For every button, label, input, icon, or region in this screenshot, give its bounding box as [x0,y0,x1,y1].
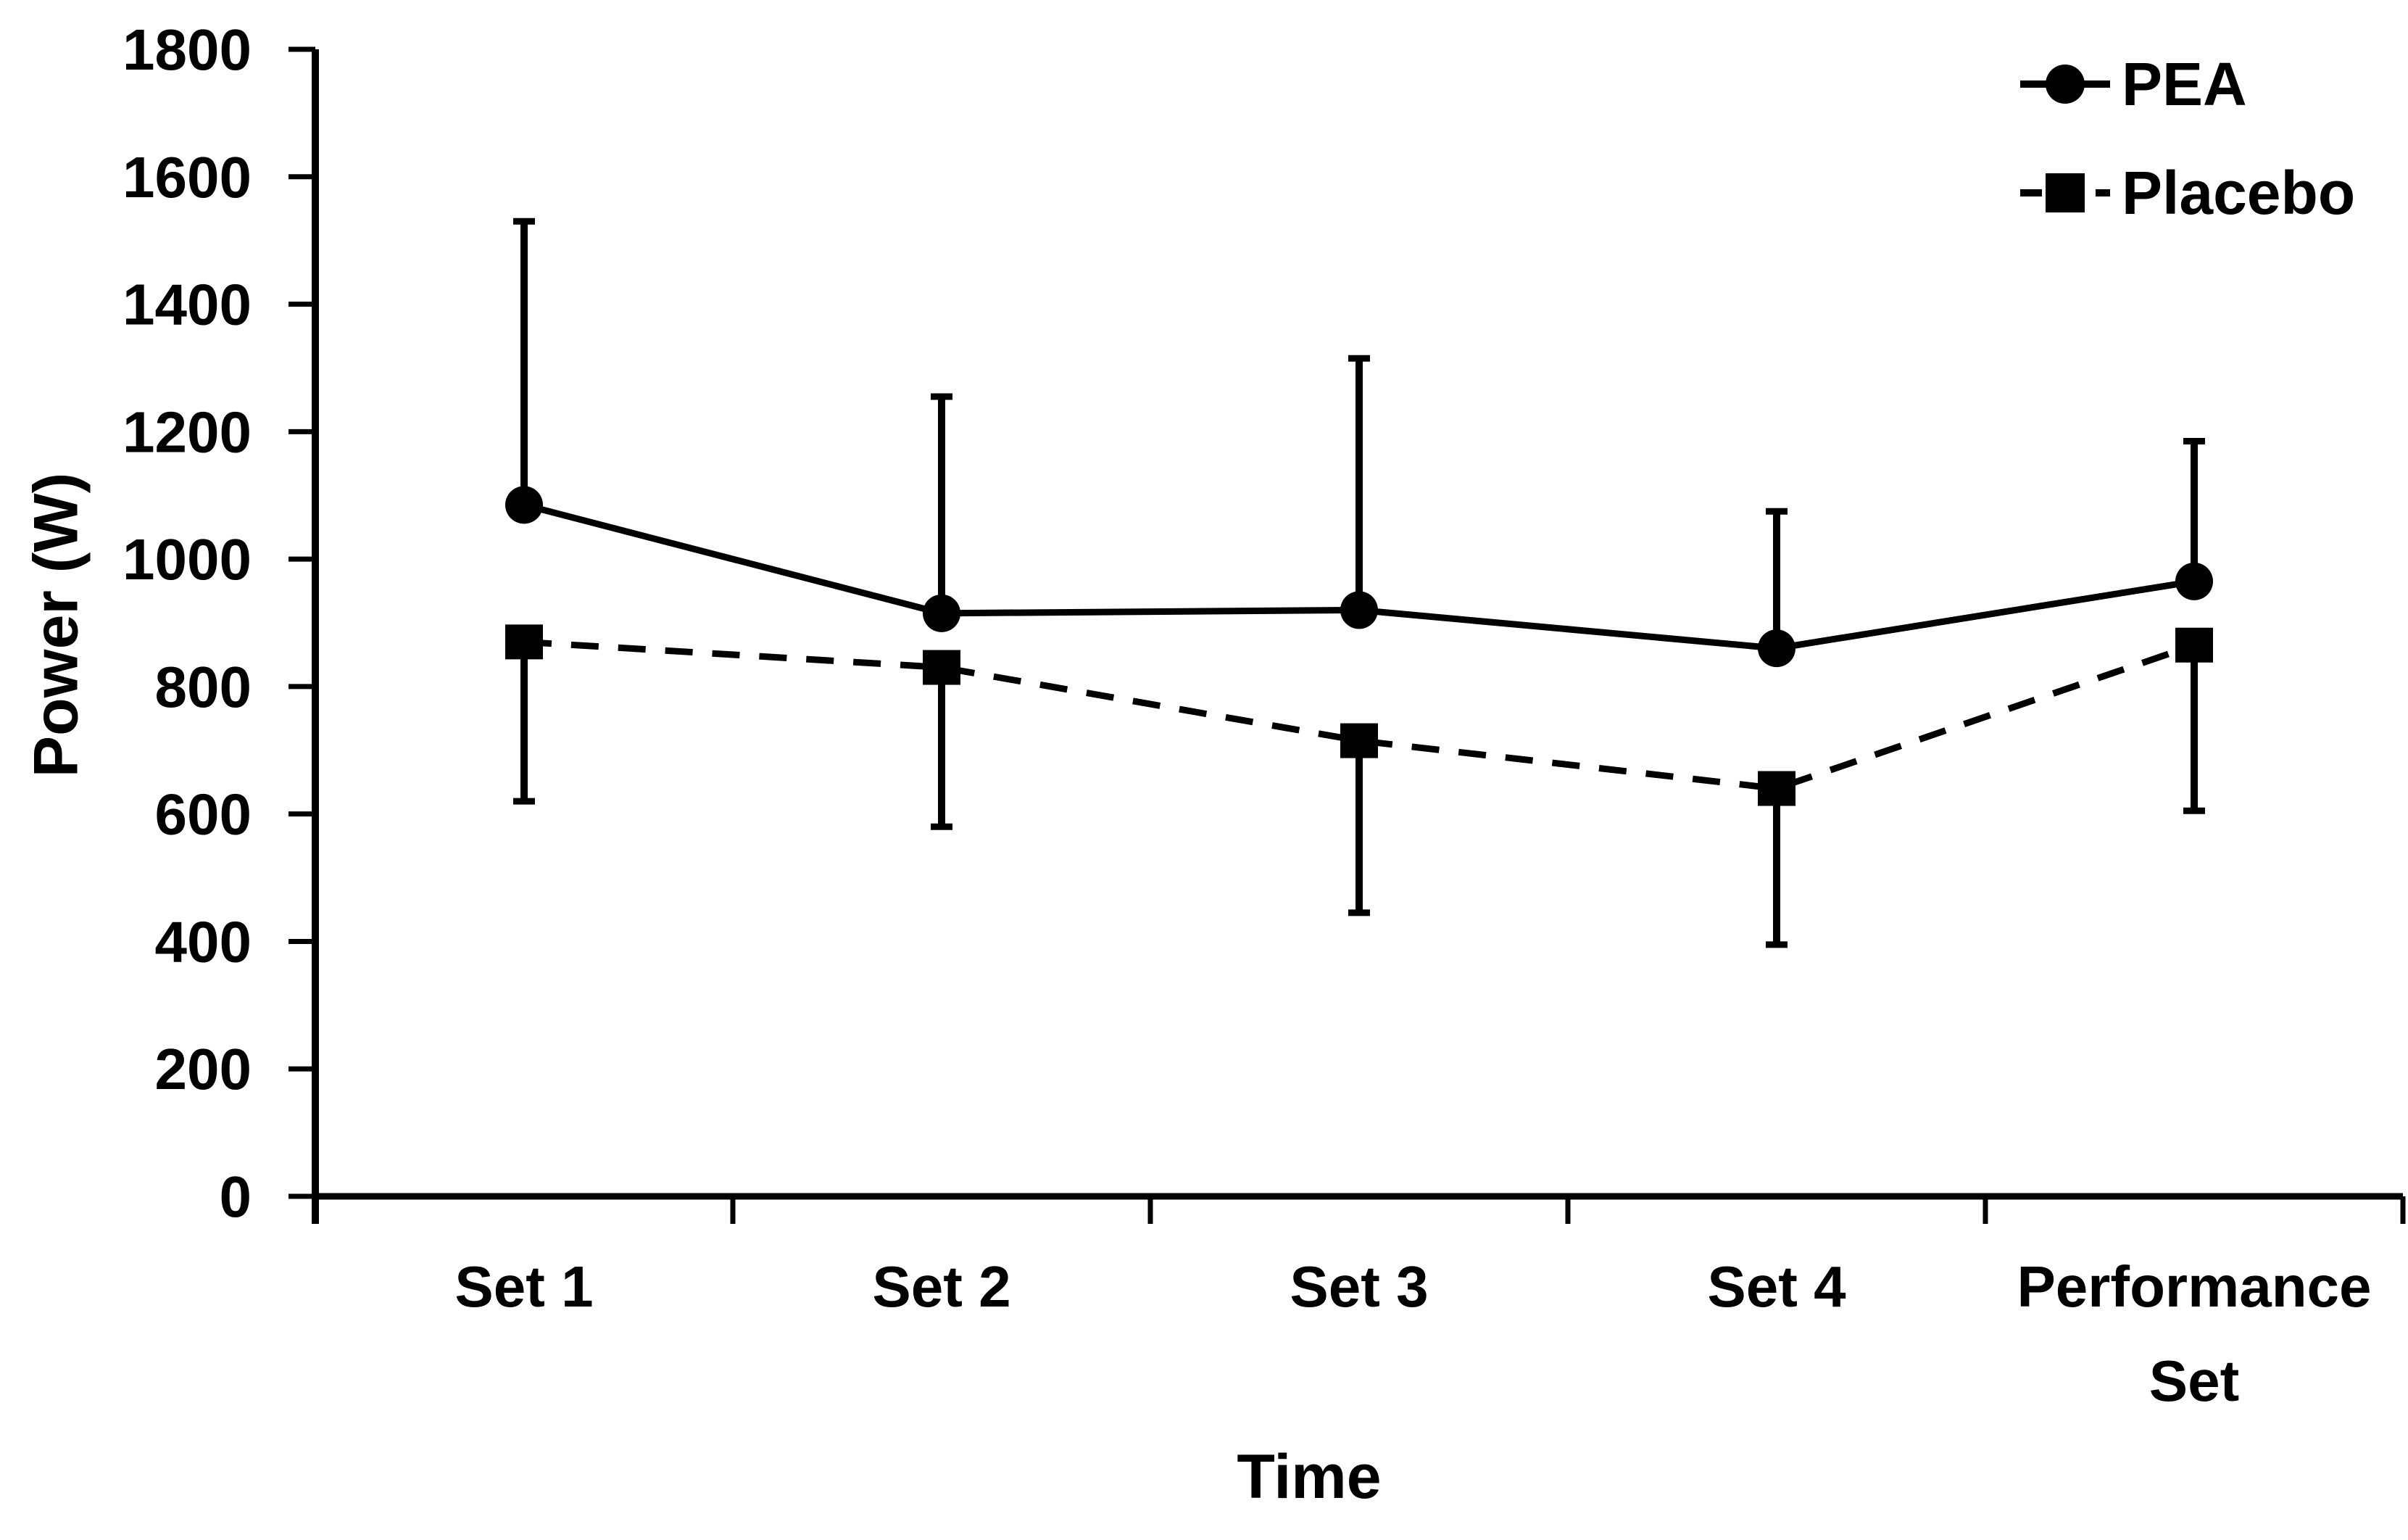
y-tick-label-1000: 1000 [123,527,252,592]
y-tick-label-600: 600 [155,782,252,847]
pea-marker-set-1 [505,486,543,524]
y-tick-label-200: 200 [155,1037,252,1101]
placebo-marker-set-4 [1758,771,1795,806]
y-tick-label-400: 400 [155,909,252,974]
placebo-marker-performance-set [2175,627,2213,663]
placebo-legend-marker-icon [2020,173,2110,212]
category-label-performance-set: Performance Set [2017,1254,2371,1413]
category-label-set-2: Set 2 [872,1254,1010,1319]
category-label-set-4: Set 4 [1707,1254,1846,1319]
pea-marker-set-2 [923,594,960,632]
y-tick-label-800: 800 [155,655,252,719]
y-tick-label-1200: 1200 [123,400,252,464]
category-label-set-1: Set 1 [454,1254,593,1319]
legend-item-placebo: Placebo [2020,160,2355,226]
placebo-marker-set-1 [505,624,543,660]
pea-legend-marker-icon [2020,65,2110,104]
legend: PEA Placebo [2020,51,2355,226]
category-label-set-3: Set 3 [1290,1254,1428,1319]
legend-label-pea: PEA [2122,50,2247,118]
y-tick-label-1600: 1600 [123,145,252,210]
pea-marker-set-4 [1758,629,1795,668]
legend-label-placebo: Placebo [2122,159,2356,227]
placebo-marker-set-2 [923,650,960,685]
y-tick-label-1800: 1800 [123,17,252,82]
x-axis-title: Time [1237,1442,1382,1512]
legend-item-pea: PEA [2020,51,2355,117]
y-tick-label-0: 0 [220,1164,252,1229]
y-tick-label-1400: 1400 [123,273,252,337]
y-axis-title: Power (W) [21,472,91,778]
placebo-marker-set-3 [1340,723,1378,758]
pea-marker-performance-set [2175,562,2213,600]
pea-marker-set-3 [1340,591,1378,629]
